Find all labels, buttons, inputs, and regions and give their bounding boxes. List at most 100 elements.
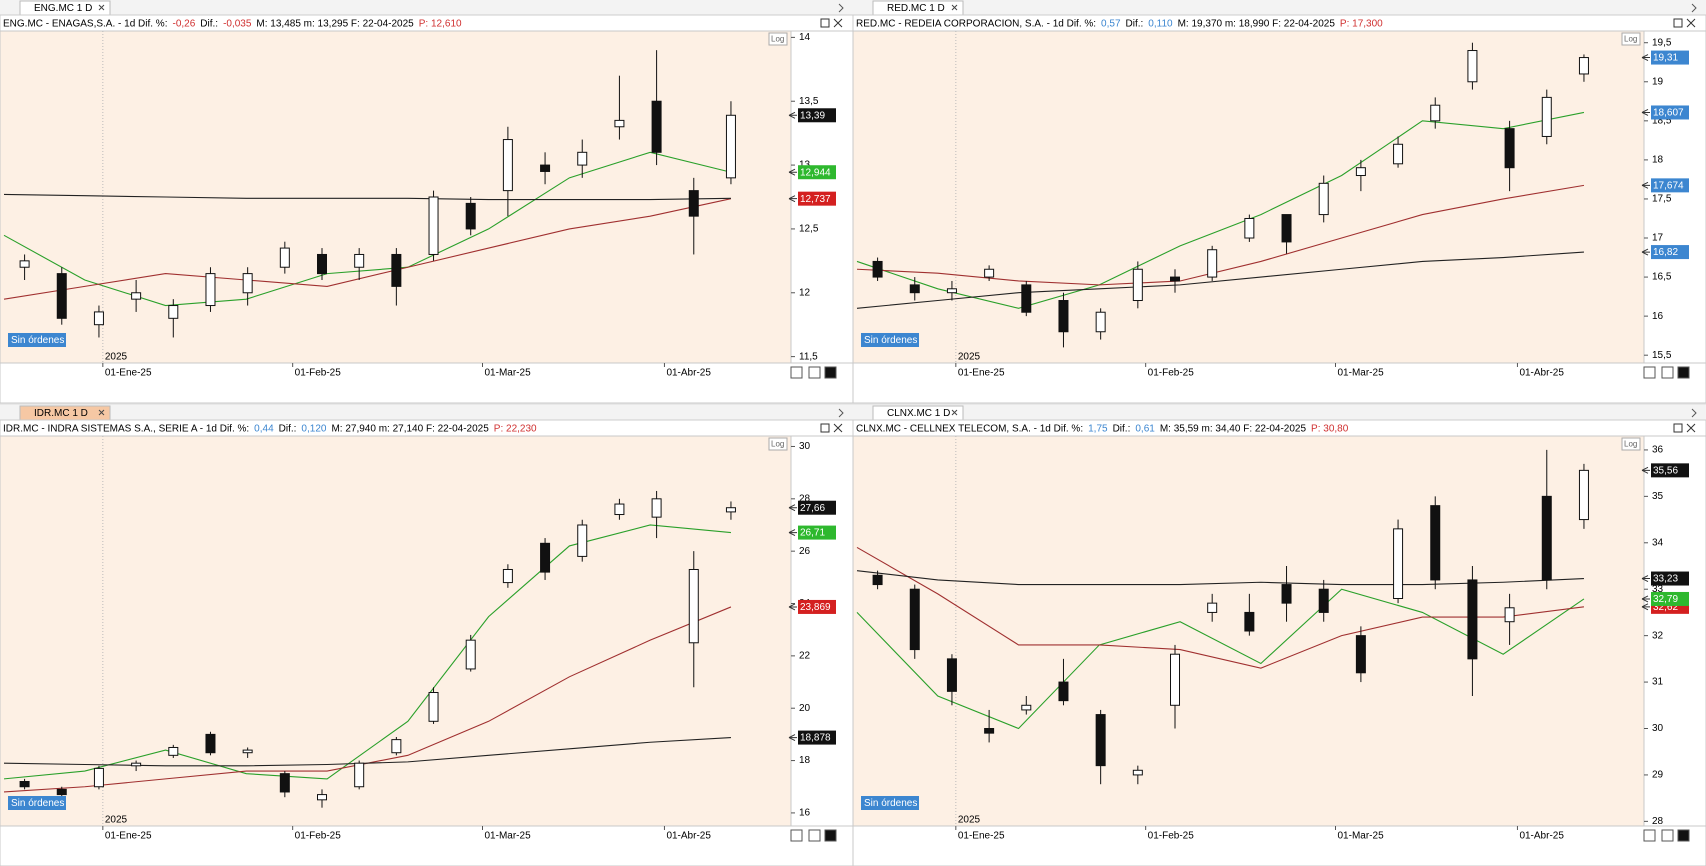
- date-label: 01-Feb-25: [295, 368, 342, 379]
- tab-close[interactable]: [98, 409, 105, 416]
- window-close[interactable]: [833, 423, 843, 433]
- candle-body: [1021, 704, 1032, 711]
- candle-body: [1578, 469, 1589, 521]
- window-button[interactable]: [1673, 423, 1683, 433]
- price-arrow: [1641, 109, 1650, 116]
- header-segment: -0,26: [172, 18, 195, 29]
- candle-body: [1467, 579, 1478, 660]
- candle-body: [1355, 635, 1366, 674]
- price-label-box: [1651, 50, 1689, 65]
- scroll-arrow[interactable]: [838, 3, 844, 13]
- toolbar-button[interactable]: [1643, 366, 1656, 379]
- toolbar-button[interactable]: [1677, 366, 1690, 379]
- log-button[interactable]: [1621, 437, 1641, 451]
- status-label: Sin órdenes: [864, 335, 917, 346]
- moving-average: [856, 184, 1585, 286]
- date-axis: [852, 825, 1706, 866]
- date-label: 01-Mar-25: [485, 831, 532, 842]
- candle-body: [577, 151, 588, 166]
- y-tick-label: 16: [1652, 311, 1664, 322]
- toolbar-button[interactable]: [1661, 829, 1674, 842]
- y-tick-label: 17: [1652, 233, 1664, 244]
- scroll-arrow[interactable]: [838, 408, 844, 418]
- toolbar-button[interactable]: [790, 366, 803, 379]
- toolbar-button[interactable]: [790, 829, 803, 842]
- scroll-arrow[interactable]: [1691, 3, 1697, 13]
- y-tick-label: 28: [1652, 816, 1664, 827]
- scroll-arrow[interactable]: [1691, 408, 1697, 418]
- price-label: 18,878: [800, 733, 831, 744]
- header-segment: CLNX.MC - CELLNEX TELECOM, S.A. - 1d Dif…: [856, 423, 1083, 434]
- toolbar-button[interactable]: [1677, 829, 1690, 842]
- candle-body: [391, 739, 402, 754]
- candle-body: [465, 202, 476, 230]
- candle-body: [19, 260, 30, 268]
- price-label-box: [1651, 245, 1689, 260]
- window-close[interactable]: [1686, 18, 1696, 28]
- price-axis: [1643, 30, 1706, 364]
- candle-body: [317, 253, 328, 275]
- candle-body: [93, 311, 104, 326]
- tab-label: CLNX.MC 1 D: [887, 408, 950, 419]
- toolbar-button[interactable]: [1661, 366, 1674, 379]
- price-label: 26,71: [800, 528, 825, 539]
- date-label: 01-Abr-25: [1519, 831, 1564, 842]
- y-tick-label: 11,5: [799, 351, 818, 362]
- window-button[interactable]: [1673, 18, 1683, 28]
- price-arrow: [1641, 595, 1650, 603]
- plot-area: [852, 30, 1645, 364]
- header-segment: ENG.MC - ENAGAS,S.A. - 1d Dif. %:: [3, 18, 167, 29]
- chart-panel: CLNX.MC 1 D CLNX.MC - CELLNEX TELECOM, S.…: [852, 405, 1706, 866]
- header-text: CLNX.MC - CELLNEX TELECOM, S.A. - 1d Dif…: [856, 423, 1349, 434]
- price-arrow: [788, 529, 797, 537]
- chart-panel: RED.MC 1 D RED.MC - REDEIA CORPORACION, S…: [852, 0, 1706, 404]
- candle-body: [688, 190, 699, 217]
- candle-body: [168, 746, 179, 756]
- year-label: 2025: [105, 815, 128, 826]
- price-arrow: [788, 603, 797, 611]
- price-label: 33,23: [1653, 574, 1678, 585]
- toolbar-button[interactable]: [1643, 829, 1656, 842]
- price-label: 19,31: [1653, 53, 1678, 64]
- header-segment: Dif.:: [1126, 18, 1144, 29]
- toolbar-button[interactable]: [808, 366, 821, 379]
- tab-strip: [853, 405, 1706, 420]
- candle-body: [540, 542, 551, 573]
- y-tick-label: 20: [799, 703, 811, 714]
- log-button[interactable]: [768, 32, 788, 46]
- toolbar-button[interactable]: [808, 829, 821, 842]
- candle-body: [131, 292, 142, 300]
- window-close[interactable]: [833, 18, 843, 28]
- moving-average: [856, 546, 1585, 669]
- candle-body: [279, 773, 290, 793]
- toolbar-button[interactable]: [824, 366, 837, 379]
- candle-body: [465, 639, 476, 670]
- candle-body: [577, 524, 588, 557]
- candle-body: [242, 749, 253, 754]
- date-label: 01-Ene-25: [105, 368, 152, 379]
- candle-body: [1504, 607, 1515, 623]
- header-segment: Dif.:: [1113, 423, 1131, 434]
- header-text: RED.MC - REDEIA CORPORACION, S.A. - 1d D…: [856, 18, 1383, 29]
- candle-body: [19, 781, 30, 788]
- window-close[interactable]: [1686, 423, 1696, 433]
- tab-close[interactable]: [951, 409, 958, 416]
- log-button[interactable]: [1621, 32, 1641, 46]
- date-label: 01-Ene-25: [958, 831, 1005, 842]
- tab-close[interactable]: [98, 4, 105, 11]
- tab-close[interactable]: [951, 4, 958, 11]
- log-button[interactable]: [768, 437, 788, 451]
- candle-body: [502, 568, 513, 584]
- toolbar-button[interactable]: [824, 829, 837, 842]
- candle-body: [1132, 769, 1143, 776]
- price-label: 35,56: [1653, 465, 1678, 476]
- header-text: ENG.MC - ENAGAS,S.A. - 1d Dif. %: -0,26 Di…: [3, 18, 462, 29]
- candle-body: [1244, 611, 1255, 632]
- candle-body: [1244, 217, 1255, 239]
- moving-average: [856, 111, 1585, 309]
- window-button[interactable]: [820, 423, 830, 433]
- header-segment: M: 35,59 m: 34,40 F: 22-04-2025: [1160, 423, 1307, 434]
- log-button-label: Log: [771, 440, 784, 449]
- window-button[interactable]: [820, 18, 830, 28]
- date-label: 01-Mar-25: [1338, 831, 1385, 842]
